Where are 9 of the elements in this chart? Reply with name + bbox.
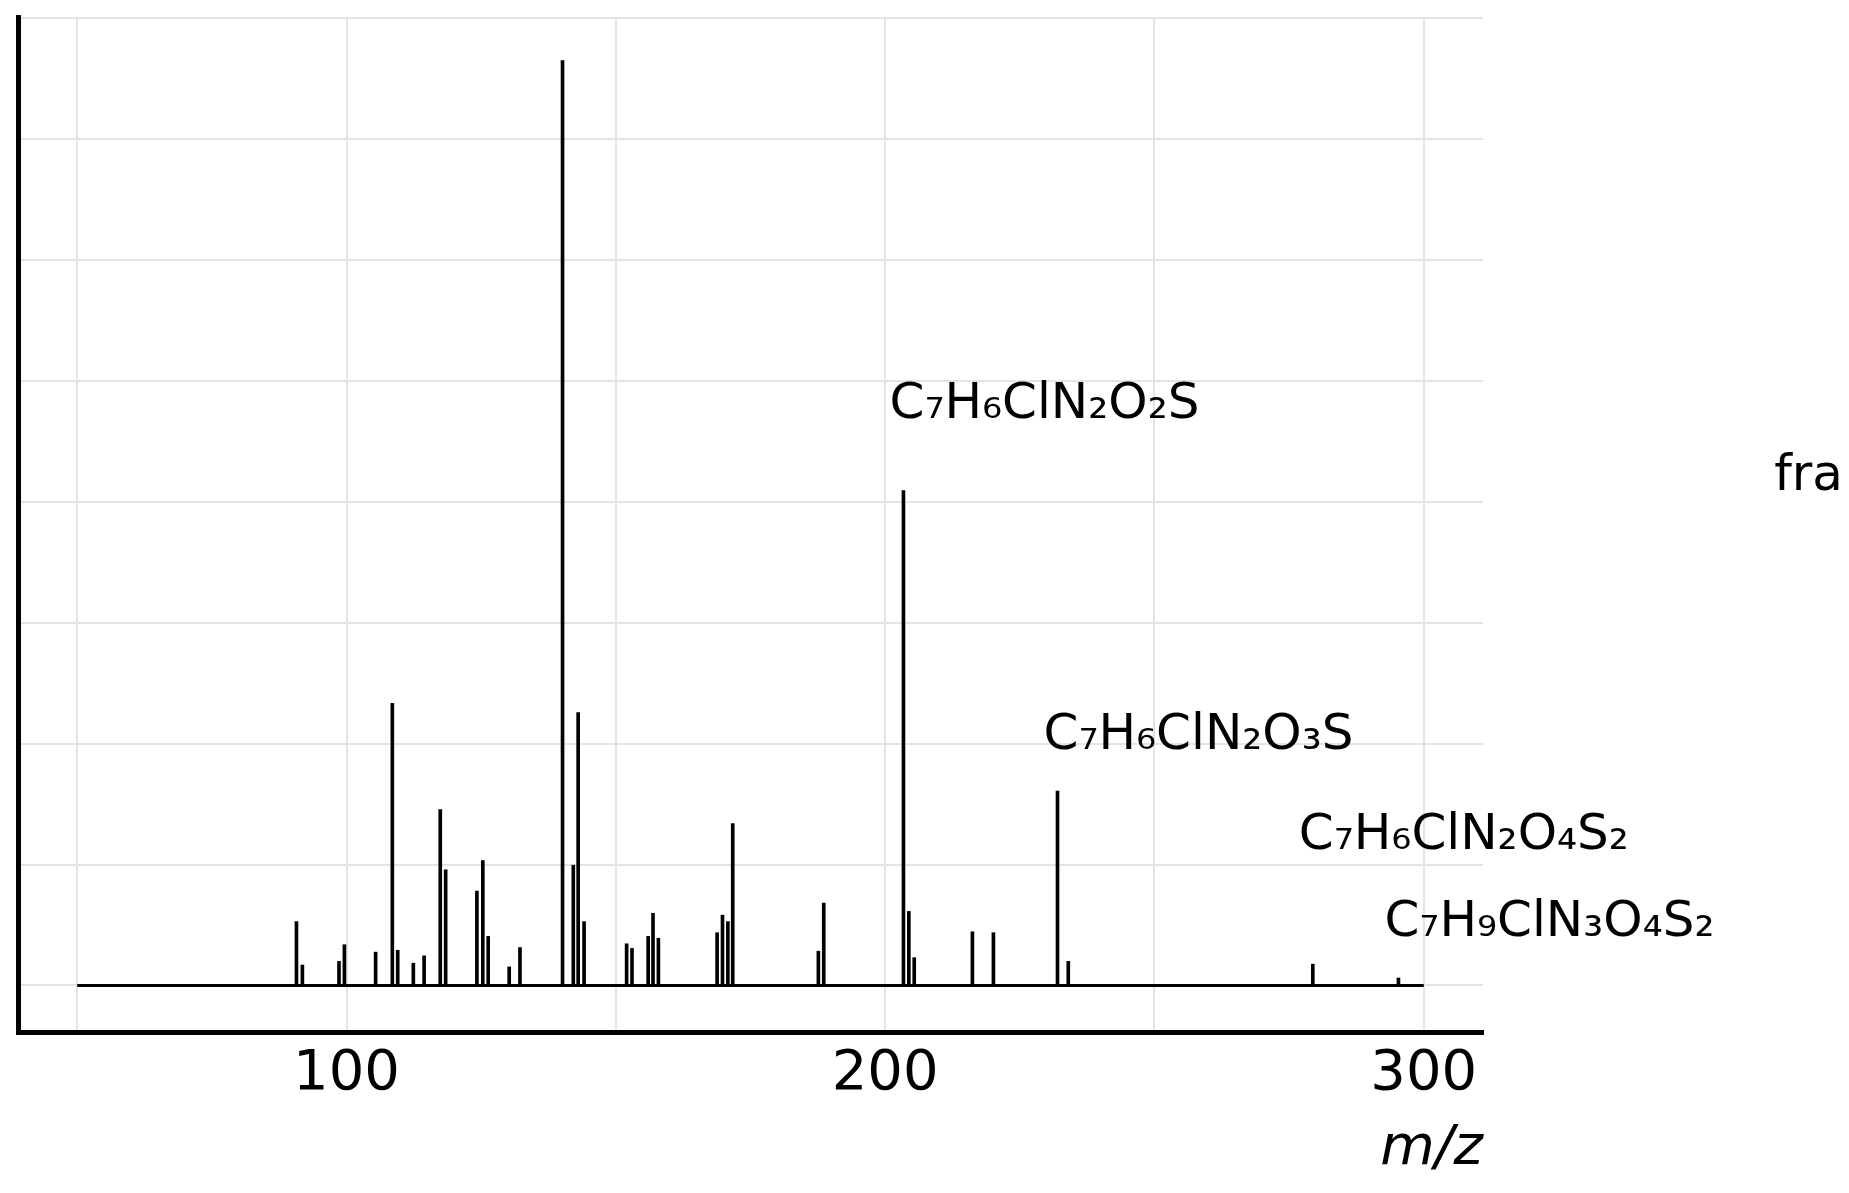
- x-tick-label: 300: [1370, 1036, 1478, 1102]
- text: fra: [1774, 444, 1844, 502]
- annotation: C₇H₆ClN₂O₃S: [1043, 703, 1354, 762]
- annotation: C₇H₆ClN₂O₂S: [889, 371, 1200, 430]
- x-axis-title: m/z: [1380, 1111, 1485, 1177]
- annotation: C₇H₉ClN₃O₄S₂: [1384, 890, 1715, 949]
- x-tick-label: 100: [293, 1036, 400, 1102]
- x-tick-label: 200: [831, 1036, 939, 1102]
- annotation: C₇H₆ClN₂O₄S₂: [1298, 803, 1629, 862]
